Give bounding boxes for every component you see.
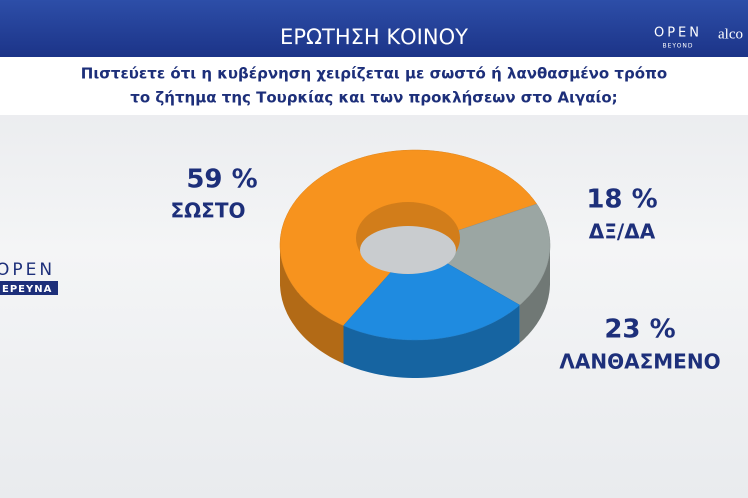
logo-text: alco [718, 26, 743, 42]
value-label: 23 % [604, 315, 675, 345]
slice-side [519, 245, 550, 343]
category-label: ΛΑΝΘΑΣΜΕΝΟ [559, 350, 720, 374]
category-label: ΣΩΣΤΟ [171, 199, 246, 223]
value-label: 18 % [586, 185, 657, 215]
side-logo: OPEN [0, 260, 55, 280]
category-label: ΔΞ/ΔΑ [589, 220, 656, 244]
question-band [0, 57, 748, 115]
donut [279, 149, 551, 378]
donut-hole-floor [360, 226, 456, 274]
value-label: 59 % [186, 165, 257, 195]
title: ΕΡΩΤΗΣΗ ΚΟΙΝΟΥ [280, 25, 468, 49]
logo-text: OPEN [654, 26, 702, 41]
slice [343, 244, 521, 341]
question-line: Πιστεύετε ότι η κυβέρνηση χειρίζεται με … [81, 65, 667, 83]
title-bar [0, 0, 748, 57]
question-line: το ζήτημα της Τουρκίας και των προκλήσεω… [130, 89, 617, 107]
logo-text: BEYOND [662, 43, 693, 50]
side-logo-band [0, 281, 58, 295]
slice [414, 203, 551, 306]
side-logo: ΕΡΕΥΝΑ [2, 284, 52, 295]
slice-side [280, 245, 344, 364]
slice-side [343, 305, 520, 378]
